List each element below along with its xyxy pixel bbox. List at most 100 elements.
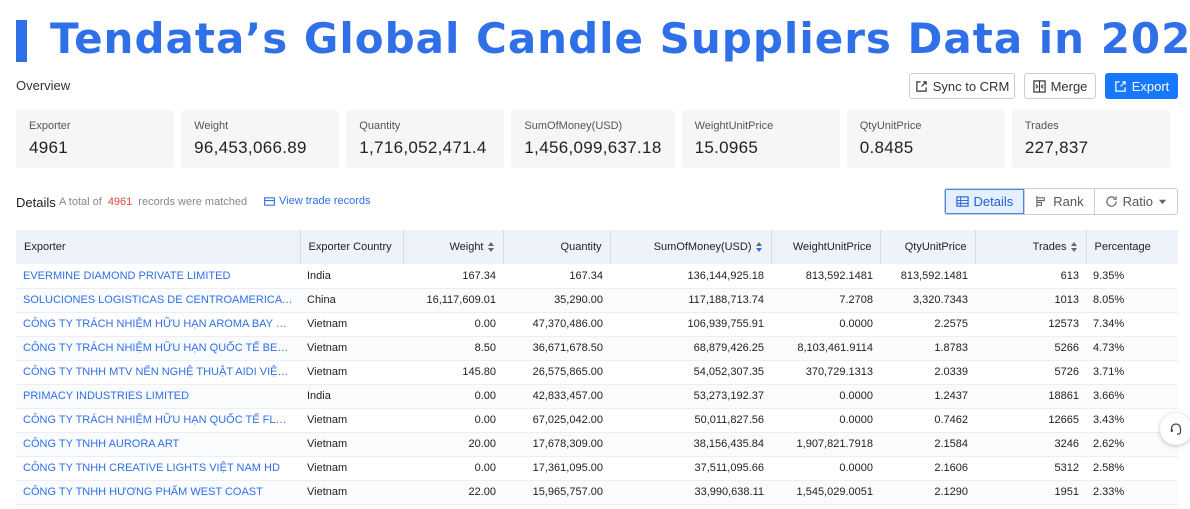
cell-quantity: 167.34	[503, 264, 610, 289]
exporter-link[interactable]: CÔNG TY TNHH HƯƠNG PHẨM WEST COAST	[16, 480, 300, 505]
export-button[interactable]: Export	[1105, 73, 1178, 99]
exporter-link[interactable]: SOLUCIONES LOGISTICAS DE CENTROAMERICA S…	[16, 288, 300, 313]
exporter-link[interactable]: CÔNG TY TRÁCH NHIỆM HỮU HẠN QUỐC TẾ FLEM…	[16, 408, 300, 433]
cell-trades: 5312	[975, 456, 1086, 481]
column-header-exporter[interactable]: Exporter	[16, 230, 301, 264]
headset-icon	[1170, 423, 1182, 435]
cell-weight-unit-price: 1,545,029.0051	[771, 480, 880, 505]
cell-weight: 0.00	[403, 312, 503, 337]
tab-details-label: Details	[973, 194, 1014, 209]
view-trade-records-label: View trade records	[279, 195, 371, 207]
column-header-sum-of-money[interactable]: SumOfMoney(USD)	[610, 230, 772, 264]
column-title: Exporter	[24, 241, 66, 253]
table-row: CÔNG TY TRÁCH NHIỆM HỮU HẠN QUỐC TẾ BEST…	[16, 336, 1178, 361]
column-header-quantity[interactable]: Quantity	[503, 230, 611, 264]
tab-ratio-label: Ratio	[1122, 194, 1153, 209]
cell-weight: 0.00	[403, 408, 503, 433]
stat-value: 15.0965	[694, 138, 759, 157]
cell-trades: 3246	[975, 432, 1086, 457]
stat-label: Quantity	[359, 120, 401, 132]
stat-label: Weight	[194, 120, 229, 132]
cell-weight: 22.00	[403, 480, 503, 505]
cell-qty-unit-price: 1.2437	[880, 384, 975, 409]
cell-quantity: 26,575,865.00	[503, 360, 610, 385]
column-header-exporter-country[interactable]: Exporter Country	[300, 230, 404, 264]
external-edit-icon	[915, 80, 927, 92]
cell-sum-of-money: 33,990,638.11	[610, 480, 771, 505]
column-header-weight-unit-price[interactable]: WeightUnitPrice	[771, 230, 881, 264]
column-header-percentage[interactable]: Percentage	[1086, 230, 1178, 264]
cell-qty-unit-price: 2.1584	[880, 432, 975, 457]
tab-ratio[interactable]: Ratio	[1093, 189, 1177, 214]
caret-down-icon	[1158, 199, 1167, 205]
cell-sum-of-money: 68,879,426.25	[610, 336, 771, 361]
support-float-button[interactable]	[1160, 413, 1190, 445]
sort-icon[interactable]	[1070, 242, 1078, 253]
stat-qty-unit-price: QtyUnitPrice 0.8485	[846, 110, 1005, 168]
cell-quantity: 35,290.00	[503, 288, 610, 313]
cell-percentage: 3.71%	[1086, 360, 1178, 385]
cell-sum-of-money: 50,011,827.56	[610, 408, 771, 433]
cell-percentage: 4.73%	[1086, 336, 1178, 361]
cell-quantity: 67,025,042.00	[503, 408, 610, 433]
exporter-link[interactable]: EVERMINE DIAMOND PRIVATE LIMITED	[16, 264, 300, 289]
cell-trades: 1951	[975, 480, 1086, 505]
column-header-qty-unit-price[interactable]: QtyUnitPrice	[880, 230, 976, 264]
cell-country: India	[300, 384, 403, 409]
cell-trades: 1013	[975, 288, 1086, 313]
rank-icon	[1036, 195, 1046, 208]
sort-icon[interactable]	[487, 242, 495, 253]
exporter-link[interactable]: CÔNG TY TNHH CREATIVE LIGHTS VIỆT NAM HD	[16, 456, 300, 481]
table-row: PRIMACY INDUSTRIES LIMITED India 0.00 42,83…	[16, 384, 1178, 409]
stat-weight-unit-price: WeightUnitPrice 15.0965	[681, 110, 840, 168]
table-row: CÔNG TY TNHH AURORA ART Vietnam 20.00 17,67…	[16, 432, 1178, 457]
exporter-link[interactable]: CÔNG TY TRÁCH NHIỆM HỮU HẠN QUỐC TẾ BEST…	[16, 336, 300, 361]
table-row: CÔNG TY TRÁCH NHIỆM HỮU HẠN QUỐC TẾ FLEM…	[16, 408, 1178, 433]
cell-qty-unit-price: 2.2575	[880, 312, 975, 337]
cell-country: Vietnam	[300, 456, 403, 481]
page-title: Tendata’s Global Candle Suppliers Data i…	[50, 14, 1190, 63]
column-title: QtyUnitPrice	[904, 241, 967, 253]
exporters-table: Exporter Exporter Country Weight Quantit…	[16, 230, 1178, 505]
view-trade-records-link[interactable]: View trade records	[264, 195, 371, 207]
table-icon	[955, 196, 969, 207]
stat-weight: Weight 96,453,066.89	[181, 110, 340, 168]
exporter-link[interactable]: CÔNG TY TRÁCH NHIỆM HỮU HẠN AROMA BAY CA…	[16, 312, 300, 337]
stat-value: 227,837	[1024, 138, 1089, 157]
sync-to-crm-button[interactable]: Sync to CRM	[909, 73, 1015, 99]
table-header-row: Exporter Exporter Country Weight Quantit…	[16, 230, 1178, 264]
cell-sum-of-money: 136,144,925.18	[610, 264, 771, 289]
cell-quantity: 17,678,309.00	[503, 432, 610, 457]
sort-icon[interactable]	[755, 242, 763, 253]
column-header-weight[interactable]: Weight	[403, 230, 504, 264]
stat-value: 1,456,099,637.18	[524, 138, 662, 157]
column-header-trades[interactable]: Trades	[975, 230, 1087, 264]
cell-percentage: 8.05%	[1086, 288, 1178, 313]
cell-weight: 0.00	[403, 384, 503, 409]
exporter-link[interactable]: PRIMACY INDUSTRIES LIMITED	[16, 384, 300, 409]
cell-weight-unit-price: 1,907,821.7918	[771, 432, 880, 457]
cell-weight-unit-price: 0.0000	[771, 312, 880, 337]
cell-country: India	[300, 264, 403, 289]
cell-percentage: 3.66%	[1086, 384, 1178, 409]
cell-qty-unit-price: 0.7462	[880, 408, 975, 433]
cell-country: Vietnam	[300, 432, 403, 457]
exporter-link[interactable]: CÔNG TY TNHH MTV NẾN NGHỆ THUẬT AIDI VIỆ…	[16, 360, 300, 385]
cell-qty-unit-price: 813,592.1481	[880, 264, 975, 289]
cell-weight: 8.50	[403, 336, 503, 361]
cell-quantity: 15,965,757.00	[503, 480, 610, 505]
column-title: WeightUnitPrice	[792, 241, 872, 253]
table-row: CÔNG TY TNHH MTV NẾN NGHỆ THUẬT AIDI VIỆ…	[16, 360, 1178, 385]
cell-country: Vietnam	[300, 312, 403, 337]
cell-weight-unit-price: 813,592.1481	[771, 264, 880, 289]
records-suffix: records were matched	[138, 196, 248, 208]
merge-button[interactable]: Merge	[1024, 73, 1096, 99]
cell-country: China	[300, 288, 403, 313]
refresh-icon	[1105, 196, 1117, 207]
cell-trades: 12573	[975, 312, 1086, 337]
tab-rank[interactable]: Rank	[1024, 189, 1093, 214]
cell-qty-unit-price: 2.0339	[880, 360, 975, 385]
cell-weight-unit-price: 7.2708	[771, 288, 880, 313]
tab-details[interactable]: Details	[944, 189, 1025, 214]
exporter-link[interactable]: CÔNG TY TNHH AURORA ART	[16, 432, 300, 457]
